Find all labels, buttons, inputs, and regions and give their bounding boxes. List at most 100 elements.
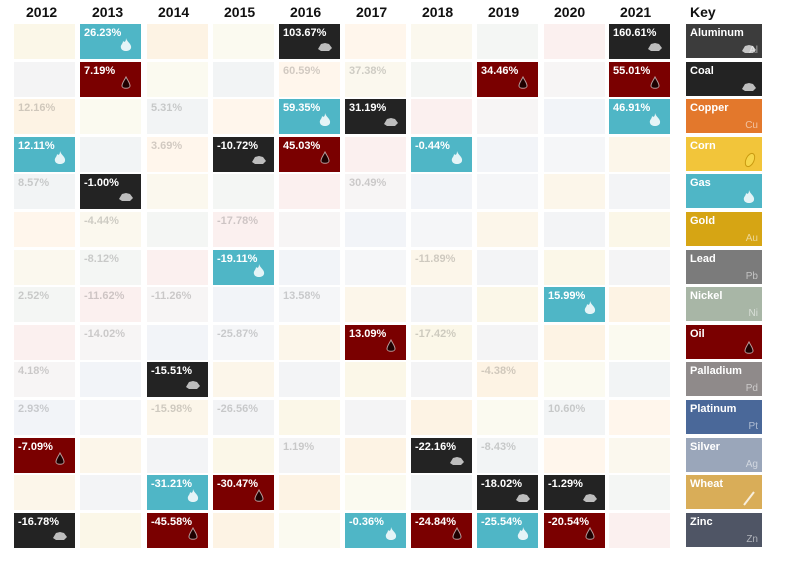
cell-value: 46.91% — [613, 102, 651, 115]
oil-drop-icon — [121, 75, 131, 89]
year-header-2019: 2019 — [488, 4, 520, 20]
data-cell-2017-rank-14: -0.36% — [345, 512, 406, 548]
data-cell-2018-rank-9: -17.42% — [411, 324, 472, 360]
key-item-symbol: Au — [745, 233, 758, 244]
flame-icon — [517, 526, 529, 540]
cell-value: -25.87% — [217, 327, 258, 340]
data-cell-2014-rank-7 — [147, 249, 208, 285]
data-cell-2016-rank-14 — [279, 512, 340, 548]
data-cell-2017-rank-10 — [345, 362, 406, 398]
ore-icon — [583, 494, 597, 503]
data-cell-2015-rank-2 — [213, 61, 274, 97]
cell-value: -15.51% — [151, 365, 192, 378]
cell-value: 3.69% — [151, 139, 183, 152]
data-cell-2014-rank-1 — [147, 24, 208, 59]
data-cell-2012-rank-9 — [14, 324, 75, 360]
data-cell-2016-rank-9 — [279, 324, 340, 360]
flame-icon — [385, 526, 397, 540]
data-cell-2015-rank-14 — [213, 512, 274, 548]
data-cell-2012-rank-8: 2.52% — [14, 287, 75, 323]
ore-icon — [742, 82, 756, 91]
data-cell-2012-rank-10: 4.18% — [14, 362, 75, 398]
key-item-label: Copper — [690, 102, 729, 115]
cell-value: 59.35% — [283, 102, 321, 115]
data-cell-2014-rank-6 — [147, 212, 208, 247]
data-cell-2018-rank-5 — [411, 174, 472, 210]
data-cell-2019-rank-1 — [477, 24, 538, 59]
key-item-lead: Lead Pb — [686, 249, 762, 284]
data-cell-2021-rank-1: 160.61% — [609, 24, 670, 59]
ore-icon — [119, 193, 133, 202]
data-cell-2013-rank-2: 7.19% — [80, 61, 141, 97]
data-cell-2019-rank-4 — [477, 136, 538, 172]
data-cell-2013-rank-9: -14.02% — [80, 324, 141, 360]
key-item-oil: Oil — [686, 324, 762, 359]
data-cell-2015-rank-13: -30.47% — [213, 475, 274, 511]
data-cell-2014-rank-2 — [147, 61, 208, 97]
key-item-coal: Coal — [686, 61, 762, 96]
data-cell-2020-rank-12 — [544, 437, 605, 473]
key-item-label: Coal — [690, 64, 714, 77]
data-cell-2019-rank-10: -4.38% — [477, 362, 538, 398]
data-cell-2021-rank-5 — [609, 174, 670, 210]
data-cell-2020-rank-14: -20.54% — [544, 512, 605, 548]
data-cell-2021-rank-12 — [609, 437, 670, 473]
data-cell-2012-rank-6 — [14, 212, 75, 247]
data-cell-2013-rank-4 — [80, 136, 141, 172]
cell-value: 160.61% — [613, 27, 657, 39]
cell-value: -8.43% — [481, 440, 516, 453]
data-cell-2017-rank-6 — [345, 212, 406, 247]
data-cell-2015-rank-3 — [213, 99, 274, 135]
data-cell-2018-rank-8 — [411, 287, 472, 323]
flame-icon — [187, 489, 199, 503]
data-cell-2020-rank-11: 10.60% — [544, 400, 605, 435]
key-item-palladium: Palladium Pd — [686, 362, 762, 397]
data-cell-2017-rank-12 — [345, 437, 406, 473]
cell-value: -24.84% — [415, 515, 456, 528]
cell-value: -17.42% — [415, 327, 456, 340]
year-header-2015: 2015 — [224, 4, 256, 20]
cell-value: -11.89% — [415, 252, 456, 265]
data-cell-2016-rank-12: 1.19% — [279, 437, 340, 473]
key-item-gas: Gas — [686, 174, 762, 209]
oil-drop-icon — [320, 150, 330, 164]
data-cell-2018-rank-3 — [411, 99, 472, 135]
cell-value: -20.54% — [548, 515, 589, 528]
data-cell-2019-rank-13: -18.02% — [477, 475, 538, 511]
data-cell-2014-rank-12 — [147, 437, 208, 473]
cell-value: 13.58% — [283, 290, 321, 303]
data-cell-2013-rank-14 — [80, 512, 141, 548]
data-cell-2017-rank-9: 13.09% — [345, 324, 406, 360]
ore-icon — [318, 43, 332, 51]
data-cell-2020-rank-4 — [544, 136, 605, 172]
data-cell-2014-rank-13: -31.21% — [147, 475, 208, 511]
cell-value: 103.67% — [283, 27, 327, 39]
key-item-label: Gas — [690, 177, 711, 190]
ore-icon — [648, 43, 662, 51]
data-cell-2021-rank-3: 46.91% — [609, 99, 670, 135]
oil-drop-icon — [744, 340, 754, 354]
ore-icon — [186, 381, 200, 390]
data-cell-2017-rank-3: 31.19% — [345, 99, 406, 135]
data-cell-2015-rank-11: -26.56% — [213, 400, 274, 435]
data-cell-2016-rank-2: 60.59% — [279, 61, 340, 97]
data-cell-2019-rank-9 — [477, 324, 538, 360]
cell-value: 34.46% — [481, 64, 519, 77]
data-cell-2013-rank-5: -1.00% — [80, 174, 141, 210]
data-cell-2012-rank-11: 2.93% — [14, 400, 75, 435]
data-cell-2020-rank-9 — [544, 324, 605, 360]
key-item-label: Silver — [690, 440, 720, 453]
data-cell-2014-rank-10: -15.51% — [147, 362, 208, 398]
cell-value: 15.99% — [548, 290, 586, 303]
cell-value: 5.31% — [151, 102, 183, 115]
data-cell-2016-rank-8: 13.58% — [279, 287, 340, 323]
cell-value: -11.26% — [151, 290, 192, 303]
data-cell-2021-rank-2: 55.01% — [609, 61, 670, 97]
ore-icon — [53, 531, 67, 540]
data-cell-2016-rank-4: 45.03% — [279, 136, 340, 172]
data-cell-2014-rank-14: -45.58% — [147, 512, 208, 548]
cell-value: 8.57% — [18, 177, 50, 190]
data-cell-2014-rank-3: 5.31% — [147, 99, 208, 135]
key-item-label: Oil — [690, 327, 705, 340]
key-item-symbol: Ag — [745, 458, 758, 470]
